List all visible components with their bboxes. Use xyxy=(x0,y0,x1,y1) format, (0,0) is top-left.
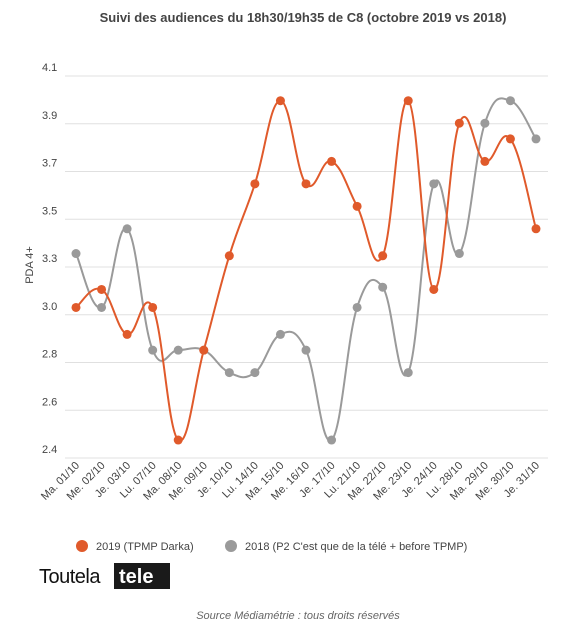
source-note: Source Médiamétrie : tous droits réservé… xyxy=(196,610,400,622)
data-point-2018 xyxy=(122,224,132,234)
series-points xyxy=(71,96,541,445)
y-tick-label: 3.5 xyxy=(42,205,57,217)
legend: 2019 (TPMP Darka) 2018 (P2 C'est que de … xyxy=(76,540,467,553)
y-tick-label: 3.3 xyxy=(42,253,57,265)
data-point-2019 xyxy=(531,224,541,234)
data-point-2019 xyxy=(122,329,132,339)
data-point-2018 xyxy=(505,96,515,106)
legend-marker-2019 xyxy=(76,540,88,552)
data-point-2018 xyxy=(148,345,158,355)
data-point-2018 xyxy=(275,329,285,339)
y-axis-label: PDA 4+ xyxy=(24,246,36,284)
data-point-2019 xyxy=(429,284,439,294)
data-point-2018 xyxy=(480,118,490,128)
data-point-2019 xyxy=(71,302,81,312)
data-point-2018 xyxy=(378,282,388,292)
series-line-2019 xyxy=(75,99,537,442)
data-point-2018 xyxy=(429,179,439,189)
y-tick-label: 4.1 xyxy=(42,62,57,74)
data-point-2019 xyxy=(378,251,388,261)
data-point-2018 xyxy=(250,368,260,378)
data-point-2019 xyxy=(148,302,158,312)
series-lines xyxy=(75,97,537,442)
y-tick-label: 3.7 xyxy=(42,158,57,170)
data-point-2018 xyxy=(71,249,81,259)
y-tick-label: 3.9 xyxy=(42,110,57,122)
toutelatele-logo: Toutela tele xyxy=(39,563,170,589)
data-point-2019 xyxy=(173,435,183,445)
data-point-2019 xyxy=(327,156,337,166)
data-point-2018 xyxy=(531,134,541,144)
data-point-2019 xyxy=(403,96,413,106)
logo-tele-background xyxy=(114,563,170,589)
data-point-2018 xyxy=(454,249,464,259)
data-point-2018 xyxy=(97,302,107,312)
data-point-2018 xyxy=(224,368,234,378)
data-point-2018 xyxy=(173,345,183,355)
data-point-2019 xyxy=(275,96,285,106)
y-tick-labels: 2.4 2.6 2.8 3.0 3.3 3.5 3.7 3.9 4.1 xyxy=(42,62,57,456)
logo-text-toutela: Toutela xyxy=(39,566,101,588)
data-point-2019 xyxy=(224,251,234,261)
data-point-2018 xyxy=(352,302,362,312)
data-point-2019 xyxy=(97,284,107,294)
y-tick-label: 2.4 xyxy=(42,444,57,456)
data-point-2019 xyxy=(301,179,311,189)
y-tick-label: 2.6 xyxy=(42,396,57,408)
data-point-2018 xyxy=(403,368,413,378)
logo-text-tele: tele xyxy=(119,566,153,588)
y-tick-label: 2.8 xyxy=(42,349,57,361)
data-point-2019 xyxy=(250,179,260,189)
data-point-2019 xyxy=(199,345,209,355)
data-point-2019 xyxy=(480,156,490,166)
data-point-2019 xyxy=(454,118,464,128)
legend-label-2018: 2018 (P2 C'est que de la télé + before T… xyxy=(245,541,467,553)
series-line-2018 xyxy=(75,97,537,442)
data-point-2018 xyxy=(327,435,337,445)
y-tick-label: 3.0 xyxy=(42,301,57,313)
chart-title: Suivi des audiences du 18h30/19h35 de C8… xyxy=(100,10,507,25)
data-point-2018 xyxy=(301,345,311,355)
legend-marker-2018 xyxy=(225,540,237,552)
data-point-2019 xyxy=(352,201,362,211)
legend-label-2019: 2019 (TPMP Darka) xyxy=(96,541,194,553)
data-point-2019 xyxy=(505,134,515,144)
